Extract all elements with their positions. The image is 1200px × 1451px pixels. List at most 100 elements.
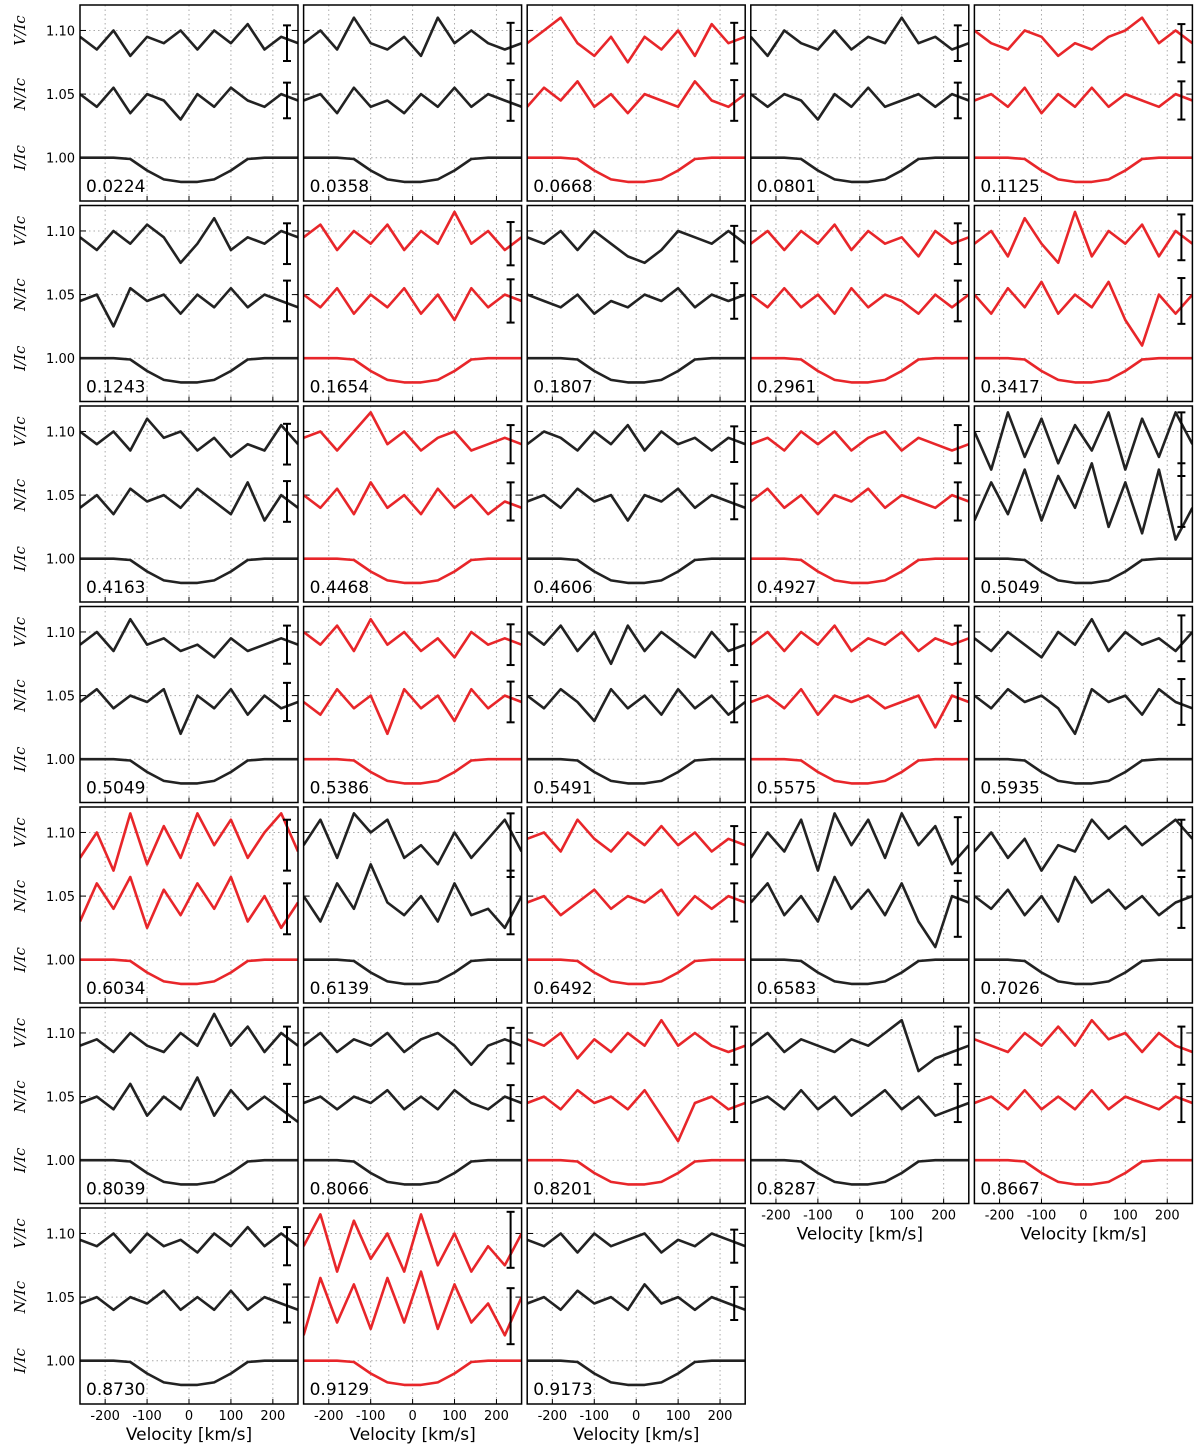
profile-line <box>303 286 522 322</box>
profile-line <box>750 86 969 121</box>
profile-line <box>303 1031 522 1067</box>
y-tick-label: 1.10 <box>46 1227 75 1242</box>
phase-label: 0.0358 <box>310 177 369 197</box>
phase-label: 0.5491 <box>533 779 592 799</box>
y-axis-label: V/Ic <box>11 416 29 447</box>
profile-line <box>303 557 522 585</box>
profile-line <box>80 481 298 522</box>
profile-line <box>974 1158 1193 1186</box>
y-axis-label: I/Ic <box>11 545 29 572</box>
panel: 0.6139 <box>302 806 523 1004</box>
panel-frame <box>526 204 746 403</box>
profile-line <box>750 156 969 184</box>
y-axis-label: N/Ic <box>11 478 29 512</box>
phase-label: 0.5935 <box>980 779 1039 799</box>
profile-line <box>303 16 522 58</box>
y-tick-label: 1.10 <box>46 425 75 440</box>
y-axis-label: V/Ic <box>11 15 29 46</box>
y-tick-label: 1.10 <box>46 826 75 841</box>
profile-line <box>527 557 746 585</box>
phase-label: 0.9173 <box>533 1380 592 1400</box>
profile-line <box>303 687 522 736</box>
profile-line <box>80 812 298 872</box>
panel-frame <box>973 806 1194 1004</box>
profile-line <box>974 356 1193 384</box>
panel: 0.4468 <box>302 405 523 603</box>
phase-label: 0.8066 <box>310 1180 369 1200</box>
panel-frame <box>79 605 299 804</box>
y-axis-label: N/Ic <box>11 879 29 913</box>
panel: 0.7026 <box>973 806 1194 1004</box>
y-tick-label: 1.00 <box>46 152 75 167</box>
panel-frame <box>750 405 970 603</box>
panel: 0.4927 <box>750 405 970 603</box>
panel: -200 -100 0 100 200 0.8287 Velocity [km/s] <box>750 1006 970 1245</box>
profile-line <box>974 280 1193 347</box>
panel: 1.00 I/Ic 1.05 N/Ic 1.10 V/Ic 0.0224 <box>11 4 299 202</box>
x-tick-label: 0 <box>408 1409 416 1424</box>
profile-line <box>974 875 1193 923</box>
y-axis-label: N/Ic <box>11 1080 29 1114</box>
profile-line <box>80 1158 298 1186</box>
panel-frame <box>79 204 299 403</box>
profile-line <box>974 86 1193 115</box>
phase-label: 0.4927 <box>757 578 816 598</box>
y-tick-label: 1.00 <box>46 1355 75 1370</box>
panel-frame <box>302 204 523 403</box>
panel-frame <box>79 4 299 202</box>
x-tick-label: 100 <box>1113 1209 1138 1224</box>
y-tick-label: 1.05 <box>46 489 75 504</box>
panel-frame <box>973 405 1194 603</box>
y-tick-label: 1.00 <box>46 553 75 568</box>
profile-line <box>974 16 1193 58</box>
y-axis-label: N/Ic <box>11 679 29 713</box>
x-axis-label: Velocity [km/s] <box>349 1425 475 1445</box>
profile-line <box>974 818 1193 872</box>
panel: 0.5049 <box>973 405 1194 603</box>
phase-label: 0.3417 <box>980 378 1039 398</box>
panel: 0.8201 <box>526 1006 746 1205</box>
x-tick-label: 100 <box>889 1209 914 1224</box>
profile-line <box>974 617 1193 659</box>
phase-label: 0.8730 <box>86 1380 145 1400</box>
profile-line <box>80 687 298 736</box>
profile-line <box>80 1359 298 1387</box>
x-tick-label: -200 <box>985 1209 1015 1224</box>
profile-line <box>80 286 298 328</box>
profile-line <box>303 1213 522 1273</box>
profile-line <box>750 430 969 452</box>
panel-frame <box>526 605 746 804</box>
profile-line <box>750 557 969 585</box>
y-axis-label: I/Ic <box>11 1147 29 1174</box>
x-axis-label: Velocity [km/s] <box>1020 1225 1146 1245</box>
phase-label: 0.0224 <box>86 177 145 197</box>
profile-line <box>80 1076 298 1124</box>
panel-frame <box>973 204 1194 403</box>
panel: 0.0801 <box>750 4 970 202</box>
profile-line <box>80 958 298 986</box>
panel: 0.6492 <box>526 806 746 1004</box>
y-axis-label: I/Ic <box>11 144 29 171</box>
y-tick-label: 1.10 <box>46 626 75 641</box>
profile-line <box>527 356 746 384</box>
panel: 1.00 I/Ic 1.05 N/Ic 1.10 V/Ic 0.5049 <box>11 605 299 804</box>
panel: 0.8066 <box>302 1006 523 1205</box>
x-tick-label: -100 <box>580 1409 610 1424</box>
y-axis-label: V/Ic <box>11 1218 29 1249</box>
x-tick-label: 200 <box>931 1209 956 1224</box>
y-tick-label: 1.00 <box>46 1154 75 1169</box>
y-tick-label: 1.05 <box>46 1091 75 1106</box>
panel: 1.00 I/Ic 1.05 N/Ic 1.10 V/Ic 0.1243 <box>11 204 299 403</box>
profile-line <box>527 1232 746 1254</box>
profile-line <box>750 812 969 872</box>
panel-frame <box>302 806 523 1004</box>
x-tick-label: -100 <box>132 1409 162 1424</box>
phase-label: 0.6139 <box>310 979 369 999</box>
profile-line <box>80 1012 298 1054</box>
x-tick-label: -100 <box>356 1409 386 1424</box>
profile-line <box>303 617 522 659</box>
panel: 0.5575 <box>750 605 970 804</box>
panel-frame <box>302 605 523 804</box>
y-axis-label: V/Ic <box>11 1017 29 1048</box>
profile-line <box>303 356 522 384</box>
